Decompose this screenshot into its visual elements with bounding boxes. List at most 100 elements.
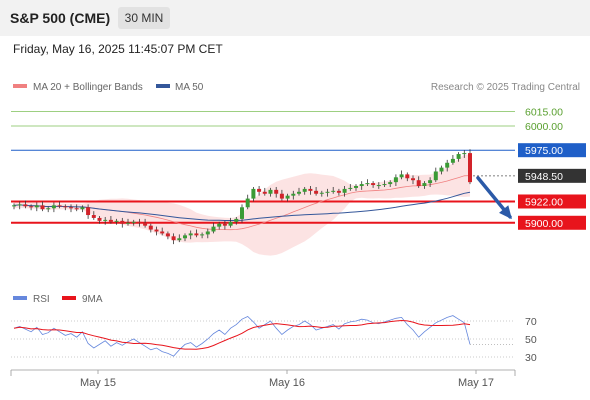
candle-body	[251, 188, 256, 199]
candle-body	[51, 205, 56, 209]
candle-body	[120, 220, 125, 224]
candle-body	[416, 180, 421, 186]
level-labels: 6015.00 6000.00 5975.00 5922.00 5900.00 5948.…	[473, 106, 586, 230]
candle-body	[371, 183, 376, 186]
candle-body	[154, 229, 159, 232]
credit-label: Research © 2025 Trading Central	[431, 82, 580, 93]
candle-body	[268, 189, 273, 194]
candle-body	[63, 206, 68, 208]
candle-body	[405, 174, 410, 179]
candle-body	[40, 205, 45, 210]
candle-body	[114, 220, 119, 222]
forecast-arrowhead	[499, 205, 512, 220]
forecast-arrow	[476, 176, 512, 220]
candle-body	[222, 223, 227, 226]
x-tick-label-0: May 15	[80, 377, 116, 389]
candle-body	[205, 231, 210, 235]
candle-body	[103, 219, 108, 221]
candles	[12, 149, 472, 245]
rsi-legend-label: RSI	[33, 294, 50, 305]
bollinger-band-fill	[14, 154, 470, 256]
candle-body	[91, 215, 96, 218]
bollinger-legend-label: MA 20 + Bollinger Bands	[33, 82, 143, 93]
candle-body	[450, 158, 455, 163]
candle-body	[143, 222, 148, 226]
ma50-legend-swatch	[156, 84, 170, 88]
candle-body	[336, 190, 341, 193]
candle-body	[46, 208, 51, 210]
level-label-box-4	[518, 215, 586, 230]
candle-body	[462, 153, 467, 155]
level-label-3: 5922.00	[525, 196, 563, 208]
candle-body	[34, 205, 39, 208]
candle-body	[23, 204, 28, 207]
candle-body	[422, 183, 427, 186]
candle-body	[171, 236, 176, 241]
candle-body	[165, 233, 170, 237]
x-tick-label-2: May 17	[458, 377, 494, 389]
candle-body	[183, 235, 187, 239]
bollinger-legend-swatch	[13, 84, 27, 88]
candle-body	[274, 189, 279, 194]
candle-body	[211, 226, 216, 232]
candle-body	[177, 238, 182, 241]
rsi-legend-swatch	[13, 296, 27, 300]
candle-body	[137, 221, 142, 223]
rsi-ma-line	[13, 319, 471, 350]
level-label-4: 5900.00	[525, 218, 563, 230]
last-price-box	[518, 168, 586, 183]
candle-body	[240, 207, 244, 219]
candle-body	[348, 187, 353, 189]
candle-body	[86, 207, 91, 216]
candle-body	[308, 188, 313, 191]
candle-body	[160, 231, 165, 234]
candle-body	[17, 204, 22, 206]
candle-body	[234, 218, 239, 222]
candle-body	[319, 192, 324, 194]
candle-body	[228, 221, 233, 226]
candle-body	[262, 191, 267, 194]
rsi-axis-label-0: 70	[525, 316, 537, 328]
candle-body	[456, 154, 461, 159]
timeframe-button[interactable]: 30 MIN	[118, 7, 170, 29]
candle-body	[359, 184, 364, 186]
candle-body	[342, 188, 347, 193]
chart-title: S&P 500 (CME)	[10, 10, 111, 26]
candle-body	[148, 225, 153, 230]
level-label-0: 6015.00	[525, 106, 563, 118]
candle-body	[331, 190, 336, 192]
candle-body	[428, 180, 433, 184]
candle-body	[325, 191, 330, 193]
candle-body	[194, 233, 199, 236]
bollinger-band	[14, 154, 470, 256]
candle-body	[433, 171, 438, 181]
candle-body	[297, 191, 301, 194]
rsi-line	[13, 315, 471, 357]
level-label-box-2	[518, 143, 586, 158]
header-bar: S&P 500 (CME) 30 MIN	[0, 0, 590, 36]
rsi-ma-legend-label: 9MA	[82, 294, 103, 305]
candle-body	[365, 183, 370, 185]
rsi-ma-legend-swatch	[62, 296, 76, 300]
candle-body	[131, 221, 136, 223]
candle-body	[285, 195, 290, 199]
rsi-panel: 70 50 30	[11, 315, 537, 364]
candle-body	[80, 207, 85, 210]
rsi-axis-label-2: 30	[525, 352, 537, 364]
candle-body	[393, 177, 398, 183]
candle-body	[126, 222, 130, 224]
candle-body	[439, 167, 444, 172]
candle-body	[382, 184, 387, 186]
candle-body	[217, 223, 222, 227]
candle-body	[12, 205, 16, 207]
candle-body	[291, 193, 296, 196]
level-label-2: 5975.00	[525, 145, 563, 157]
candle-body	[314, 190, 319, 194]
candle-body	[57, 205, 62, 207]
candle-body	[108, 219, 113, 222]
candle-body	[445, 162, 450, 168]
candle-body	[97, 217, 102, 221]
candle-body	[69, 207, 73, 209]
